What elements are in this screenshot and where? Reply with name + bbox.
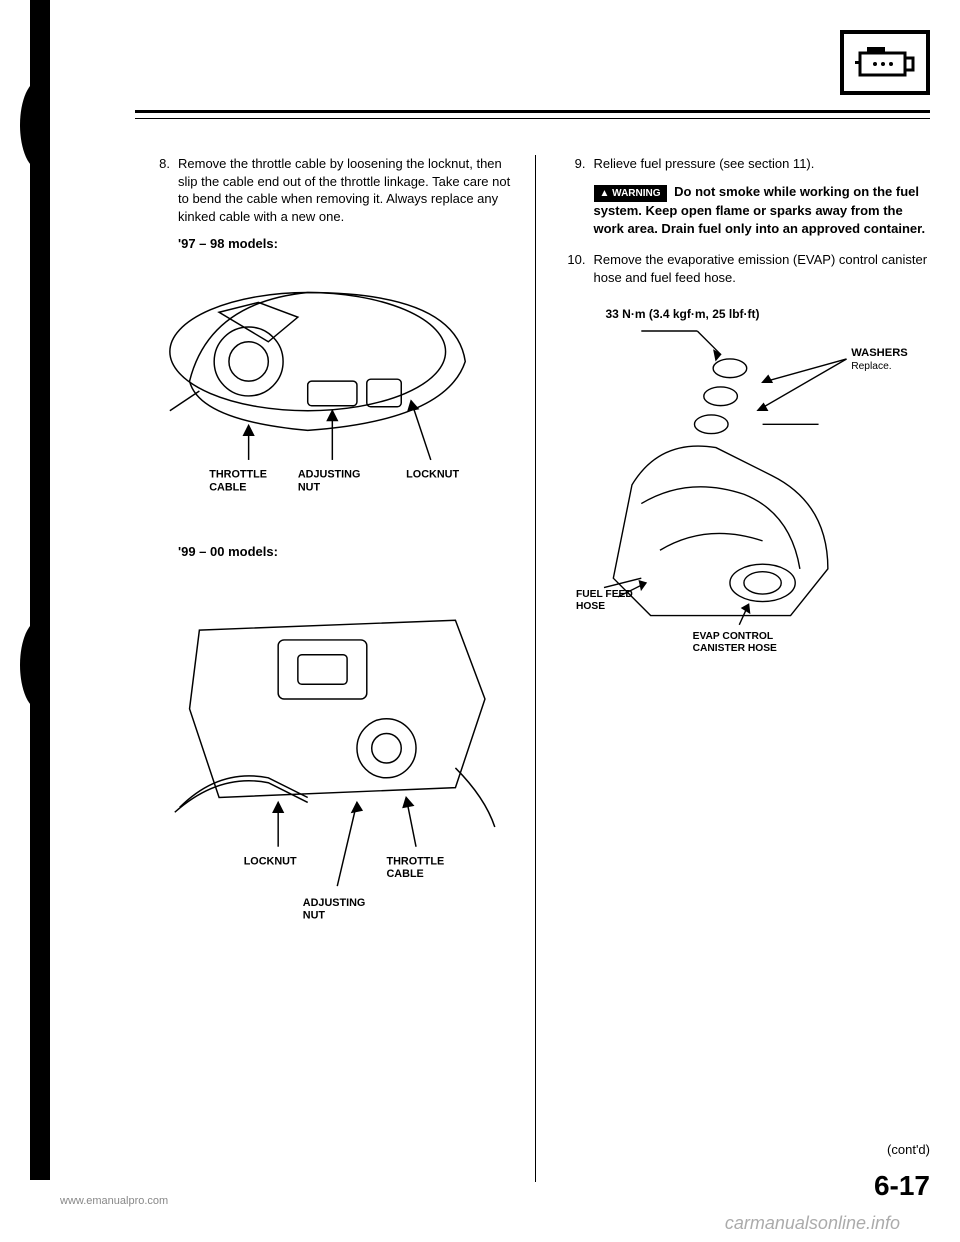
step-number: 8. (150, 155, 170, 225)
models-99-00-heading: '99 – 00 models: (178, 543, 515, 561)
page-container: 8. Remove the throttle cable by loosenin… (50, 0, 960, 1242)
divider-top-thick (135, 110, 930, 113)
svg-text:CANISTER HOSE: CANISTER HOSE (692, 643, 776, 653)
step-number: 9. (566, 155, 586, 173)
page-number: 6-17 (874, 1170, 930, 1202)
warning-badge: ▲ WARNING (594, 185, 667, 203)
svg-text:CABLE: CABLE (386, 868, 423, 880)
svg-text:HOSE: HOSE (576, 601, 605, 612)
watermark: carmanualsonline.info (725, 1213, 900, 1234)
svg-text:NUT: NUT (298, 481, 321, 493)
left-column: 8. Remove the throttle cable by loosenin… (150, 155, 536, 1182)
step-text: Remove the throttle cable by loosening t… (178, 155, 515, 225)
figure-97-98: THROTTLE CABLE ADJUSTING NUT LOCKNUT (160, 263, 515, 524)
label-evap-hose: EVAP CONTROL (692, 631, 773, 642)
warning-block: ▲ WARNING Do not smoke while working on … (566, 183, 931, 238)
step-text: Remove the evaporative emission (EVAP) c… (594, 251, 931, 286)
svg-text:NUT: NUT (303, 909, 326, 921)
models-97-98-heading: '97 – 98 models: (178, 235, 515, 253)
figure-fuel-hose: WASHERS Replace. FUEL FEED HOSE EVAP CON… (576, 317, 931, 657)
label-locknut: LOCKNUT (406, 468, 459, 480)
label-replace: Replace. (851, 362, 891, 373)
label-adjusting-nut: ADJUSTING (298, 468, 361, 480)
label-washers: WASHERS (851, 348, 908, 360)
svg-text:CABLE: CABLE (209, 481, 246, 493)
right-column: 9. Relieve fuel pressure (see section 11… (566, 155, 931, 1182)
step-8: 8. Remove the throttle cable by loosenin… (150, 155, 515, 225)
step-9: 9. Relieve fuel pressure (see section 11… (566, 155, 931, 173)
label-adjusting-nut: ADJUSTING (303, 897, 366, 909)
step-text: Relieve fuel pressure (see section 11). (594, 155, 931, 173)
contd-indicator: (cont'd) (887, 1142, 930, 1157)
step-10: 10. Remove the evaporative emission (EVA… (566, 251, 931, 286)
label-locknut: LOCKNUT (244, 855, 297, 867)
divider-top-thin (135, 118, 930, 119)
label-throttle-cable: THROTTLE (209, 468, 267, 480)
figure-99-00: LOCKNUT THROTTLE CABLE ADJUSTING NUT (160, 571, 515, 930)
content-columns: 8. Remove the throttle cable by loosenin… (150, 155, 930, 1182)
step-number: 10. (566, 251, 586, 286)
label-throttle-cable: THROTTLE (386, 855, 444, 867)
footer-url: www.emanualpro.com (60, 1195, 168, 1207)
engine-icon (840, 30, 930, 95)
label-fuel-feed: FUEL FEED (576, 589, 633, 600)
